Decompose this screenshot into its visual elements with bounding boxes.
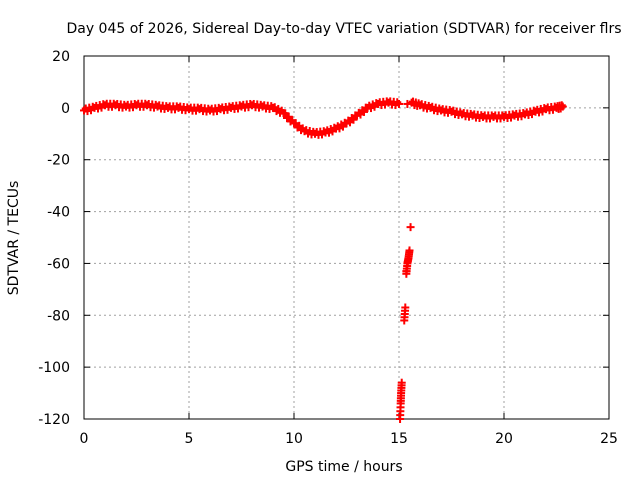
data-point xyxy=(403,99,412,108)
y-axis-label: SDTVAR / TECUs xyxy=(6,181,22,296)
plot-frame xyxy=(83,55,610,420)
x-tick-label: 5 xyxy=(185,431,194,447)
y-tick-label: -80 xyxy=(47,308,70,324)
x-tick-label: 0 xyxy=(80,431,89,447)
y-tick-label: -120 xyxy=(38,412,70,428)
data-point xyxy=(558,102,567,111)
chart-title: Day 045 of 2026, Sidereal Day-to-day VTE… xyxy=(66,21,621,37)
y-tick-label: -20 xyxy=(47,153,70,169)
data-point xyxy=(397,381,406,390)
x-axis-label: GPS time / hours xyxy=(285,459,402,475)
y-tick-label: -60 xyxy=(47,256,70,272)
x-tick-label: 20 xyxy=(495,431,513,447)
data-point xyxy=(395,99,403,108)
data-point xyxy=(557,101,566,110)
data-point xyxy=(349,115,358,124)
data-point xyxy=(360,107,368,116)
y-tick-label: -40 xyxy=(47,205,70,221)
x-tick-label: 15 xyxy=(390,431,408,447)
x-tick-label: 25 xyxy=(600,431,618,447)
data-point xyxy=(405,248,414,257)
x-tick-label: 10 xyxy=(285,431,303,447)
y-tick-label: -100 xyxy=(38,360,70,376)
data-point xyxy=(401,306,410,315)
data-points xyxy=(80,97,567,423)
data-point xyxy=(406,223,415,232)
y-tick-label: 0 xyxy=(61,101,70,117)
y-tick-label: 20 xyxy=(52,49,70,65)
